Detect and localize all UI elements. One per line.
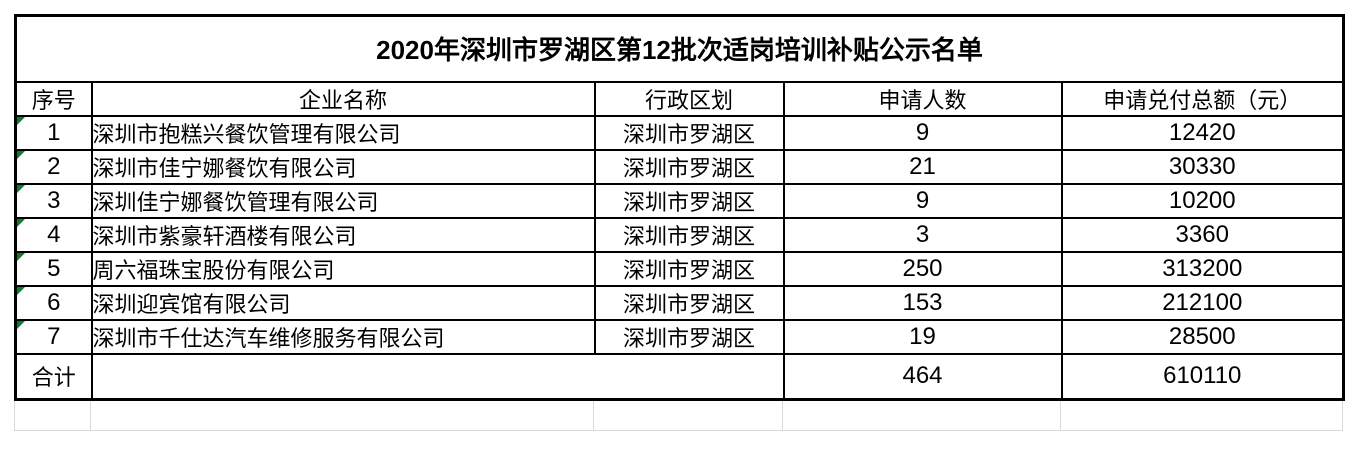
subsidy-table-area: 2020年深圳市罗湖区第12批次适岗培训补贴公示名单 序号 企业名称 行政区划 … <box>14 14 1345 431</box>
amount-cell[interactable]: 313200 <box>1060 250 1345 287</box>
applicants-cell[interactable]: 250 <box>782 250 1063 287</box>
seq-cell[interactable]: 3 <box>14 182 93 219</box>
empty-cell[interactable] <box>15 401 91 431</box>
seq-value: 2 <box>47 152 61 180</box>
amount-cell[interactable]: 3360 <box>1060 216 1345 253</box>
applicants-cell[interactable]: 153 <box>782 284 1063 321</box>
amount-cell[interactable]: 28500 <box>1060 318 1345 355</box>
total-applicants-cell[interactable]: 464 <box>782 352 1063 401</box>
error-indicator-icon <box>17 219 25 227</box>
table-row: 7 深圳市千仕达汽车维修服务有限公司 深圳市罗湖区 19 28500 <box>14 318 1345 355</box>
table-row: 3 深圳佳宁娜餐饮管理有限公司 深圳市罗湖区 9 10200 <box>14 182 1345 219</box>
company-name-cell[interactable]: 深圳市千仕达汽车维修服务有限公司 <box>90 318 596 355</box>
district-cell[interactable]: 深圳市罗湖区 <box>593 114 785 151</box>
table-row: 4 深圳市紫豪轩酒楼有限公司 深圳市罗湖区 3 3360 <box>14 216 1345 253</box>
error-indicator-icon <box>17 117 25 125</box>
header-row: 序号 企业名称 行政区划 申请人数 申请兑付总额（元） <box>14 80 1345 117</box>
seq-cell[interactable]: 2 <box>14 148 93 185</box>
seq-value: 3 <box>47 186 61 214</box>
district-cell[interactable]: 深圳市罗湖区 <box>593 284 785 321</box>
title-row: 2020年深圳市罗湖区第12批次适岗培训补贴公示名单 <box>14 14 1345 83</box>
error-indicator-icon <box>17 253 25 261</box>
seq-value: 1 <box>47 118 61 146</box>
company-name-cell[interactable]: 深圳迎宾馆有限公司 <box>90 284 596 321</box>
seq-cell[interactable]: 6 <box>14 284 93 321</box>
company-name-cell[interactable]: 深圳佳宁娜餐饮管理有限公司 <box>90 182 596 219</box>
error-indicator-icon <box>17 151 25 159</box>
subsidy-table: 2020年深圳市罗湖区第12批次适岗培训补贴公示名单 序号 企业名称 行政区划 … <box>14 14 1345 401</box>
seq-cell[interactable]: 5 <box>14 250 93 287</box>
district-cell[interactable]: 深圳市罗湖区 <box>593 182 785 219</box>
error-indicator-icon <box>17 185 25 193</box>
applicants-cell[interactable]: 9 <box>782 182 1063 219</box>
seq-cell[interactable]: 4 <box>14 216 93 253</box>
empty-cell[interactable] <box>594 401 783 431</box>
seq-value: 4 <box>47 220 61 248</box>
header-cell-applicants[interactable]: 申请人数 <box>782 80 1063 117</box>
seq-cell[interactable]: 1 <box>14 114 93 151</box>
company-name-cell[interactable]: 深圳市紫豪轩酒楼有限公司 <box>90 216 596 253</box>
header-cell-district[interactable]: 行政区划 <box>593 80 785 117</box>
district-cell[interactable]: 深圳市罗湖区 <box>593 148 785 185</box>
empty-cell[interactable] <box>1061 401 1343 431</box>
total-amount-cell[interactable]: 610110 <box>1060 352 1345 401</box>
seq-value: 7 <box>47 322 61 350</box>
table-title-cell[interactable]: 2020年深圳市罗湖区第12批次适岗培训补贴公示名单 <box>14 14 1345 83</box>
applicants-cell[interactable]: 21 <box>782 148 1063 185</box>
amount-cell[interactable]: 212100 <box>1060 284 1345 321</box>
empty-gridline-row <box>14 401 1343 431</box>
table-row: 6 深圳迎宾馆有限公司 深圳市罗湖区 153 212100 <box>14 284 1345 321</box>
seq-cell[interactable]: 7 <box>14 318 93 355</box>
seq-value: 5 <box>47 254 61 282</box>
error-indicator-icon <box>17 321 25 329</box>
applicants-cell[interactable]: 19 <box>782 318 1063 355</box>
table-row: 5 周六福珠宝股份有限公司 深圳市罗湖区 250 313200 <box>14 250 1345 287</box>
table-row: 2 深圳市佳宁娜餐饮有限公司 深圳市罗湖区 21 30330 <box>14 148 1345 185</box>
district-cell[interactable]: 深圳市罗湖区 <box>593 216 785 253</box>
header-cell-company[interactable]: 企业名称 <box>90 80 596 117</box>
total-empty-merged-cell[interactable] <box>90 352 785 401</box>
header-cell-amount[interactable]: 申请兑付总额（元） <box>1060 80 1345 117</box>
amount-cell[interactable]: 10200 <box>1060 182 1345 219</box>
total-label-cell[interactable]: 合计 <box>14 352 93 401</box>
empty-cell[interactable] <box>91 401 594 431</box>
company-name-cell[interactable]: 周六福珠宝股份有限公司 <box>90 250 596 287</box>
empty-cell[interactable] <box>783 401 1061 431</box>
table-row: 1 深圳市抱糕兴餐饮管理有限公司 深圳市罗湖区 9 12420 <box>14 114 1345 151</box>
error-indicator-icon <box>17 287 25 295</box>
applicants-cell[interactable]: 3 <box>782 216 1063 253</box>
company-name-cell[interactable]: 深圳市抱糕兴餐饮管理有限公司 <box>90 114 596 151</box>
applicants-cell[interactable]: 9 <box>782 114 1063 151</box>
header-cell-seq[interactable]: 序号 <box>14 80 93 117</box>
amount-cell[interactable]: 30330 <box>1060 148 1345 185</box>
seq-value: 6 <box>47 288 61 316</box>
district-cell[interactable]: 深圳市罗湖区 <box>593 318 785 355</box>
total-row: 合计 464 610110 <box>14 352 1345 401</box>
amount-cell[interactable]: 12420 <box>1060 114 1345 151</box>
company-name-cell[interactable]: 深圳市佳宁娜餐饮有限公司 <box>90 148 596 185</box>
district-cell[interactable]: 深圳市罗湖区 <box>593 250 785 287</box>
